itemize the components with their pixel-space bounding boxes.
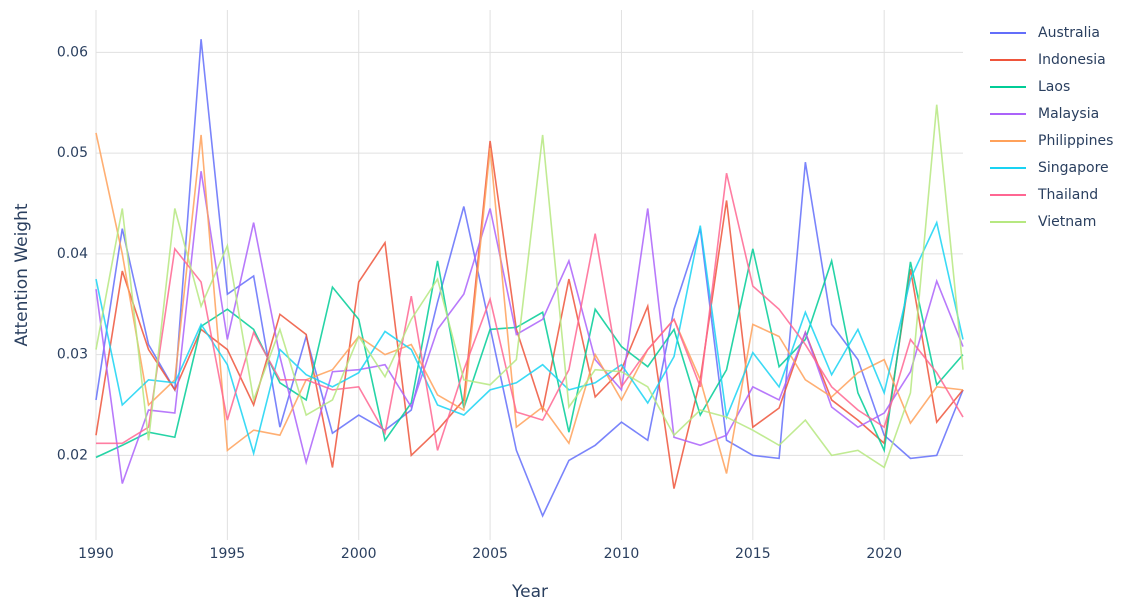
x-tick-label: 2000: [341, 546, 377, 562]
y-tick-label: 0.06: [57, 44, 88, 60]
line-series: [95, 220, 964, 457]
legend-label: Philippines: [1038, 133, 1113, 149]
y-tick-label: 0.02: [57, 447, 88, 463]
y-tick-label: 0.03: [57, 347, 88, 363]
legend-label: Singapore: [1038, 160, 1109, 176]
line-series: [95, 104, 964, 469]
legend-label: Australia: [1038, 25, 1100, 41]
x-tick-label: 2015: [735, 546, 771, 562]
x-tick-label: 2020: [866, 546, 902, 562]
legend-label: Thailand: [1037, 187, 1098, 203]
legend-label: Indonesia: [1038, 52, 1106, 68]
legend-label: Laos: [1038, 79, 1070, 95]
legend-label: Vietnam: [1038, 214, 1096, 230]
y-tick-label: 0.04: [57, 246, 88, 262]
line-series: [95, 132, 964, 474]
x-tick-label: 2005: [472, 546, 508, 562]
x-tick-label: 2010: [604, 546, 640, 562]
y-axis-title: Attention Weight: [12, 203, 32, 346]
line-series: [96, 173, 964, 451]
x-axis-title: Year: [511, 582, 548, 602]
y-tick-label: 0.05: [57, 145, 88, 161]
legend-label: Malaysia: [1038, 106, 1099, 122]
x-tick-label: 1990: [78, 546, 114, 562]
line-series: [95, 39, 964, 518]
x-tick-label: 1995: [210, 546, 246, 562]
line-series: [95, 171, 964, 484]
